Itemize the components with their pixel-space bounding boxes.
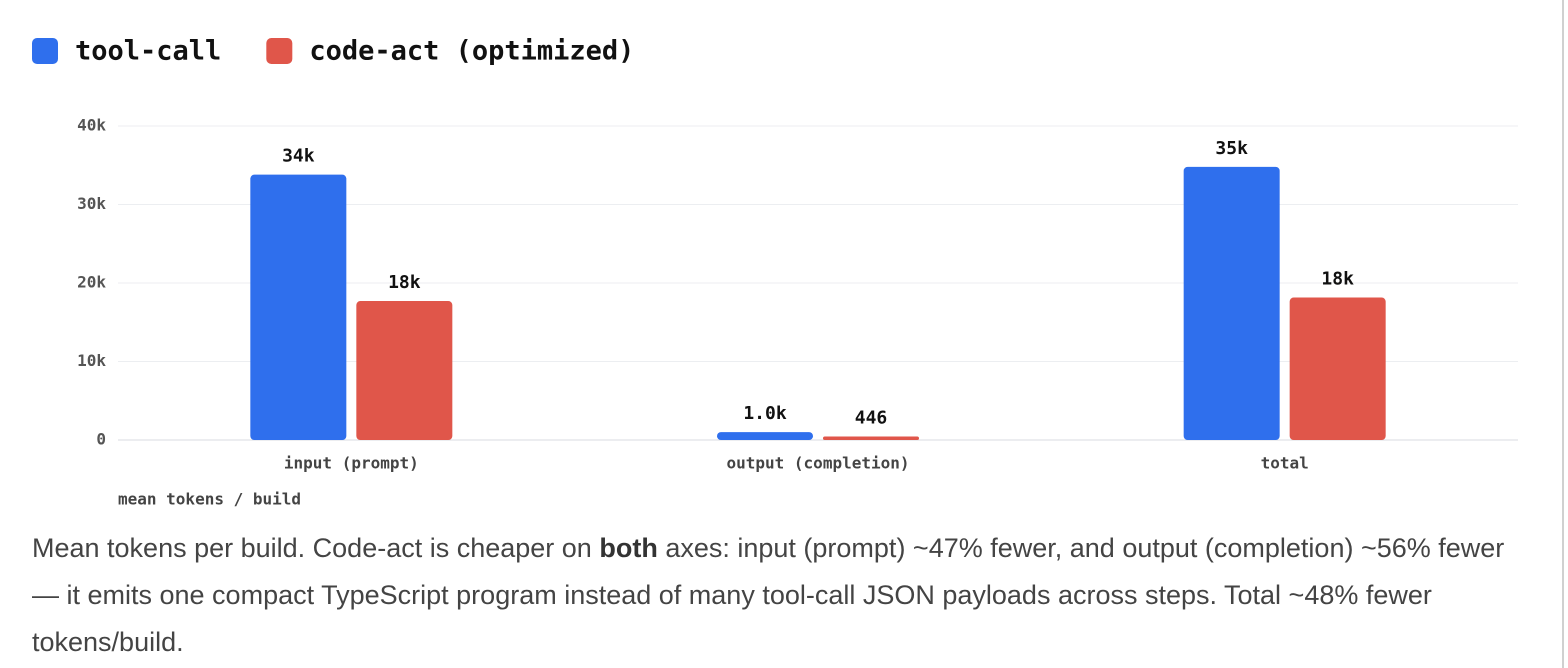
- y-axis-label: mean tokens / build: [118, 490, 301, 509]
- y-tick-label: 30k: [77, 194, 106, 213]
- value-label: 446: [855, 407, 888, 428]
- x-tick-label: output (completion): [726, 454, 909, 473]
- y-tick-label: 20k: [77, 273, 106, 292]
- y-tick-label: 0: [96, 430, 106, 449]
- value-label: 34k: [282, 146, 315, 167]
- x-tick-label: input (prompt): [284, 454, 419, 473]
- chart: tool-call code-act (optimized) 0 10k 20k 30k 4…: [32, 36, 1518, 509]
- caption: Mean tokens per build. Code-act is cheap…: [32, 525, 1532, 666]
- value-label: 18k: [1321, 269, 1354, 290]
- legend-label: code-act (optimized): [309, 36, 634, 67]
- caption-emphasis: both: [599, 533, 658, 563]
- x-tick-label: total: [1261, 454, 1309, 473]
- bar: [356, 301, 453, 440]
- y-tick-label: 10k: [77, 351, 106, 370]
- caption-text: axes: input (prompt) ~47% fewer, and out…: [32, 533, 1505, 657]
- scroll-edge: [1562, 0, 1564, 668]
- bar: [823, 436, 919, 440]
- value-label: 1.0k: [743, 403, 787, 424]
- legend-swatch: [32, 38, 58, 64]
- value-label: 18k: [388, 272, 421, 293]
- legend-label: tool-call: [75, 36, 221, 67]
- y-tick-label: 40k: [77, 116, 106, 135]
- value-label: 35k: [1215, 138, 1248, 159]
- bar: [1183, 166, 1280, 440]
- caption-text: Mean tokens per build. Code-act is cheap…: [32, 533, 600, 563]
- bar: [1289, 297, 1386, 440]
- bar: [717, 432, 813, 440]
- bar: [250, 174, 347, 441]
- legend-swatch: [266, 38, 293, 64]
